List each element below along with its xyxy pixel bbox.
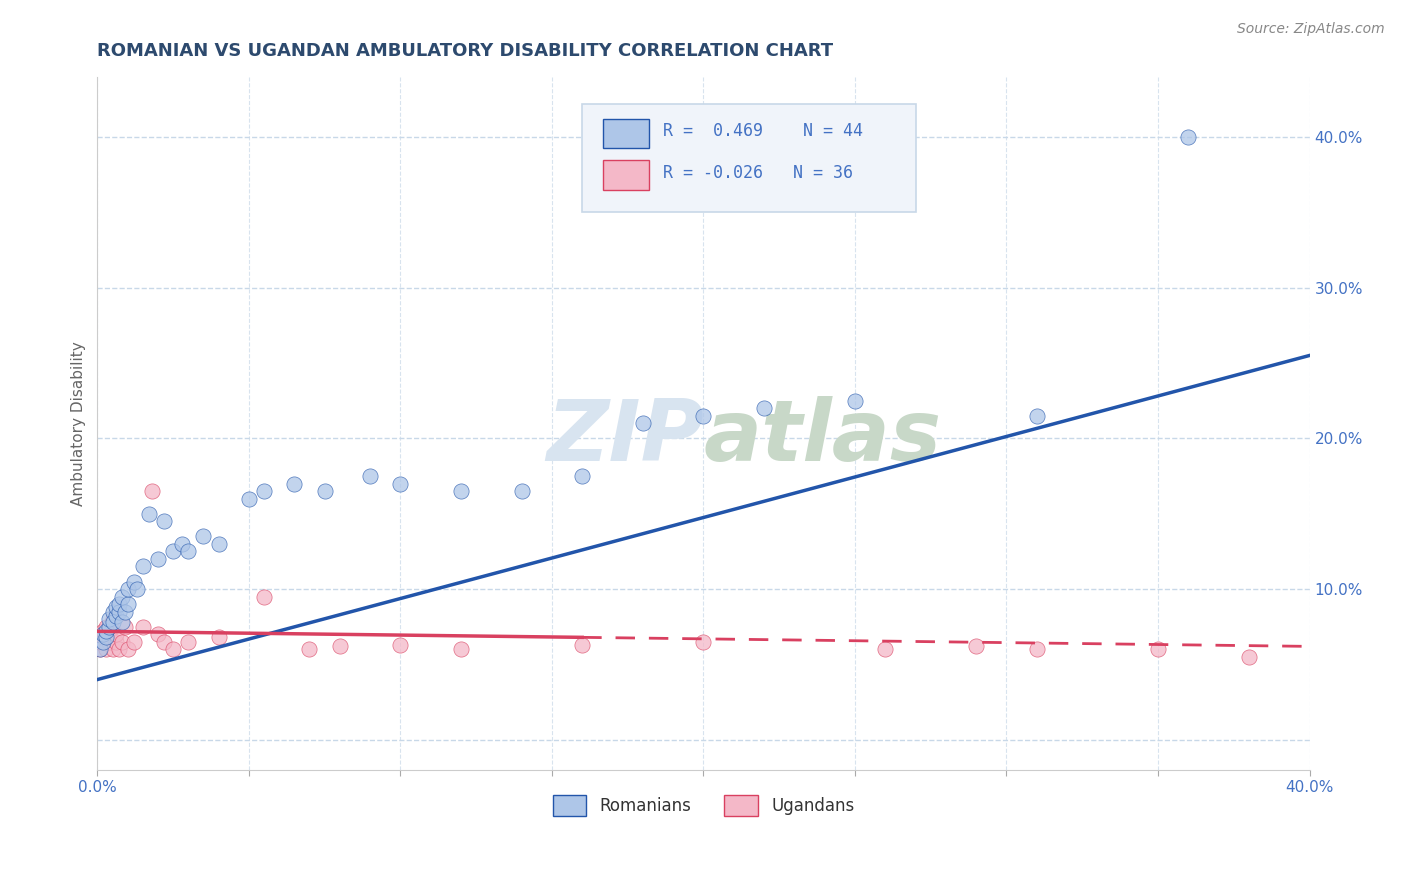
Point	[389, 638, 412, 652]
Text: R =  0.469    N = 44: R = 0.469 N = 44	[664, 122, 863, 140]
Point	[177, 635, 200, 649]
Point	[93, 624, 115, 639]
Point	[177, 544, 200, 558]
Point	[110, 635, 132, 649]
Point	[193, 529, 215, 543]
Point	[107, 642, 129, 657]
Point	[89, 642, 111, 657]
Text: atlas: atlas	[703, 396, 942, 479]
Point	[207, 537, 229, 551]
Point	[132, 620, 155, 634]
Point	[98, 612, 121, 626]
Point	[89, 635, 111, 649]
Point	[162, 544, 184, 558]
Point	[89, 642, 111, 657]
Bar	[603, 119, 650, 148]
Point	[752, 401, 775, 416]
Point	[146, 552, 169, 566]
Point	[153, 514, 176, 528]
Point	[96, 624, 118, 639]
Point	[93, 631, 115, 645]
Point	[238, 491, 260, 506]
Point	[125, 582, 148, 596]
Point	[253, 590, 276, 604]
Text: R = -0.026   N = 36: R = -0.026 N = 36	[664, 164, 853, 182]
Bar	[603, 161, 650, 190]
Point	[101, 612, 124, 626]
Point	[98, 627, 121, 641]
Point	[1177, 129, 1199, 144]
Point	[101, 642, 124, 657]
Point	[96, 631, 118, 645]
Point	[172, 537, 194, 551]
Point	[875, 642, 897, 657]
Point	[104, 627, 127, 641]
Point	[359, 469, 381, 483]
Point	[153, 635, 176, 649]
Point	[965, 640, 987, 654]
Point	[104, 635, 127, 649]
Point	[107, 605, 129, 619]
Point	[93, 627, 115, 641]
Point	[107, 597, 129, 611]
Point	[450, 642, 472, 657]
Point	[510, 484, 533, 499]
Point	[314, 484, 336, 499]
FancyBboxPatch shape	[582, 104, 915, 211]
Point	[692, 409, 714, 423]
Point	[571, 469, 593, 483]
Point	[571, 638, 593, 652]
Point	[110, 590, 132, 604]
Point	[138, 507, 160, 521]
Text: ROMANIAN VS UGANDAN AMBULATORY DISABILITY CORRELATION CHART: ROMANIAN VS UGANDAN AMBULATORY DISABILIT…	[97, 42, 834, 60]
Legend: Romanians, Ugandans: Romanians, Ugandans	[544, 787, 863, 824]
Point	[283, 476, 305, 491]
Point	[162, 642, 184, 657]
Point	[132, 559, 155, 574]
Text: ZIP: ZIP	[546, 396, 703, 479]
Point	[101, 605, 124, 619]
Point	[389, 476, 412, 491]
Point	[104, 600, 127, 615]
Point	[117, 597, 139, 611]
Point	[98, 635, 121, 649]
Point	[1237, 649, 1260, 664]
Point	[141, 484, 163, 499]
Point	[692, 635, 714, 649]
Point	[207, 631, 229, 645]
Point	[110, 615, 132, 630]
Point	[329, 640, 352, 654]
Point	[631, 417, 654, 431]
Point	[117, 582, 139, 596]
Point	[253, 484, 276, 499]
Point	[298, 642, 321, 657]
Point	[101, 615, 124, 630]
Point	[146, 627, 169, 641]
Point	[93, 635, 115, 649]
Point	[1025, 642, 1047, 657]
Y-axis label: Ambulatory Disability: Ambulatory Disability	[72, 341, 86, 506]
Point	[1025, 409, 1047, 423]
Point	[104, 609, 127, 624]
Point	[96, 642, 118, 657]
Point	[844, 393, 866, 408]
Point	[98, 620, 121, 634]
Point	[114, 620, 136, 634]
Point	[1147, 642, 1170, 657]
Point	[122, 574, 145, 589]
Point	[450, 484, 472, 499]
Point	[114, 605, 136, 619]
Point	[122, 635, 145, 649]
Point	[96, 620, 118, 634]
Text: Source: ZipAtlas.com: Source: ZipAtlas.com	[1237, 22, 1385, 37]
Point	[117, 642, 139, 657]
